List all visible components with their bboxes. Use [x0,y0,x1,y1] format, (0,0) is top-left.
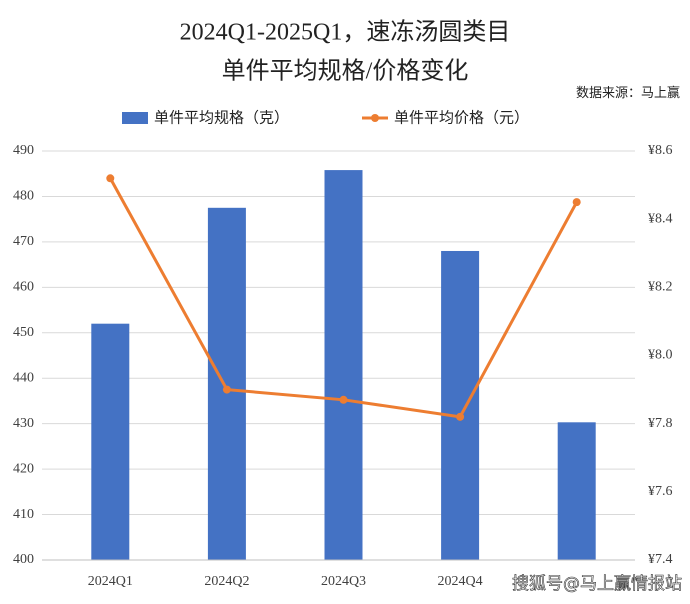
chart-subtitle: 单件平均规格/价格变化 [222,58,469,85]
legend-label: 单件平均价格（元） [394,109,529,126]
source: 数据来源：马上赢 [576,85,680,100]
y-tick-label: 420 [13,461,34,476]
y2-tick-label: ¥8.2 [648,280,673,295]
x-tick-label: 2024Q2 [204,574,249,589]
y2-tick-label: ¥7.6 [648,484,673,499]
y-tick-label: 460 [13,280,34,295]
watermark: 搜狐号@马上赢情报站 [512,574,682,594]
legend-swatch [122,112,148,124]
bar [91,323,130,560]
line-point [222,385,231,394]
y2-tick-label: ¥8.6 [648,143,673,158]
legend-label: 单件平均规格（克） [154,109,289,126]
y-tick-label: 440 [13,370,34,385]
y2-tick-label: ¥8.0 [648,348,673,363]
y-tick-label: 450 [13,325,34,340]
bar [557,422,596,560]
line-point [572,198,581,207]
y-tick-label: 430 [13,416,34,431]
y-tick-label: 400 [13,552,34,567]
line-point [339,395,348,404]
y2-tick-label: ¥7.4 [648,552,673,567]
x-tick-label: 2024Q4 [438,574,483,589]
bar [441,250,480,560]
y-tick-label: 410 [13,507,34,522]
x-tick-label: 2024Q3 [321,574,366,589]
x-tick-label: 2024Q1 [88,574,133,589]
y2-tick-label: ¥7.8 [648,416,673,431]
legend-swatch [371,114,379,122]
y-tick-label: 470 [13,234,34,249]
line-point [456,412,465,421]
y-tick-label: 480 [13,189,34,204]
bar [207,207,246,561]
y2-tick-label: ¥8.4 [648,211,673,226]
y-tick-label: 490 [13,143,34,158]
chart-title: 2024Q1-2025Q1，速冻汤圆类目 [180,19,511,46]
bar [324,170,363,560]
line-point [106,174,115,183]
